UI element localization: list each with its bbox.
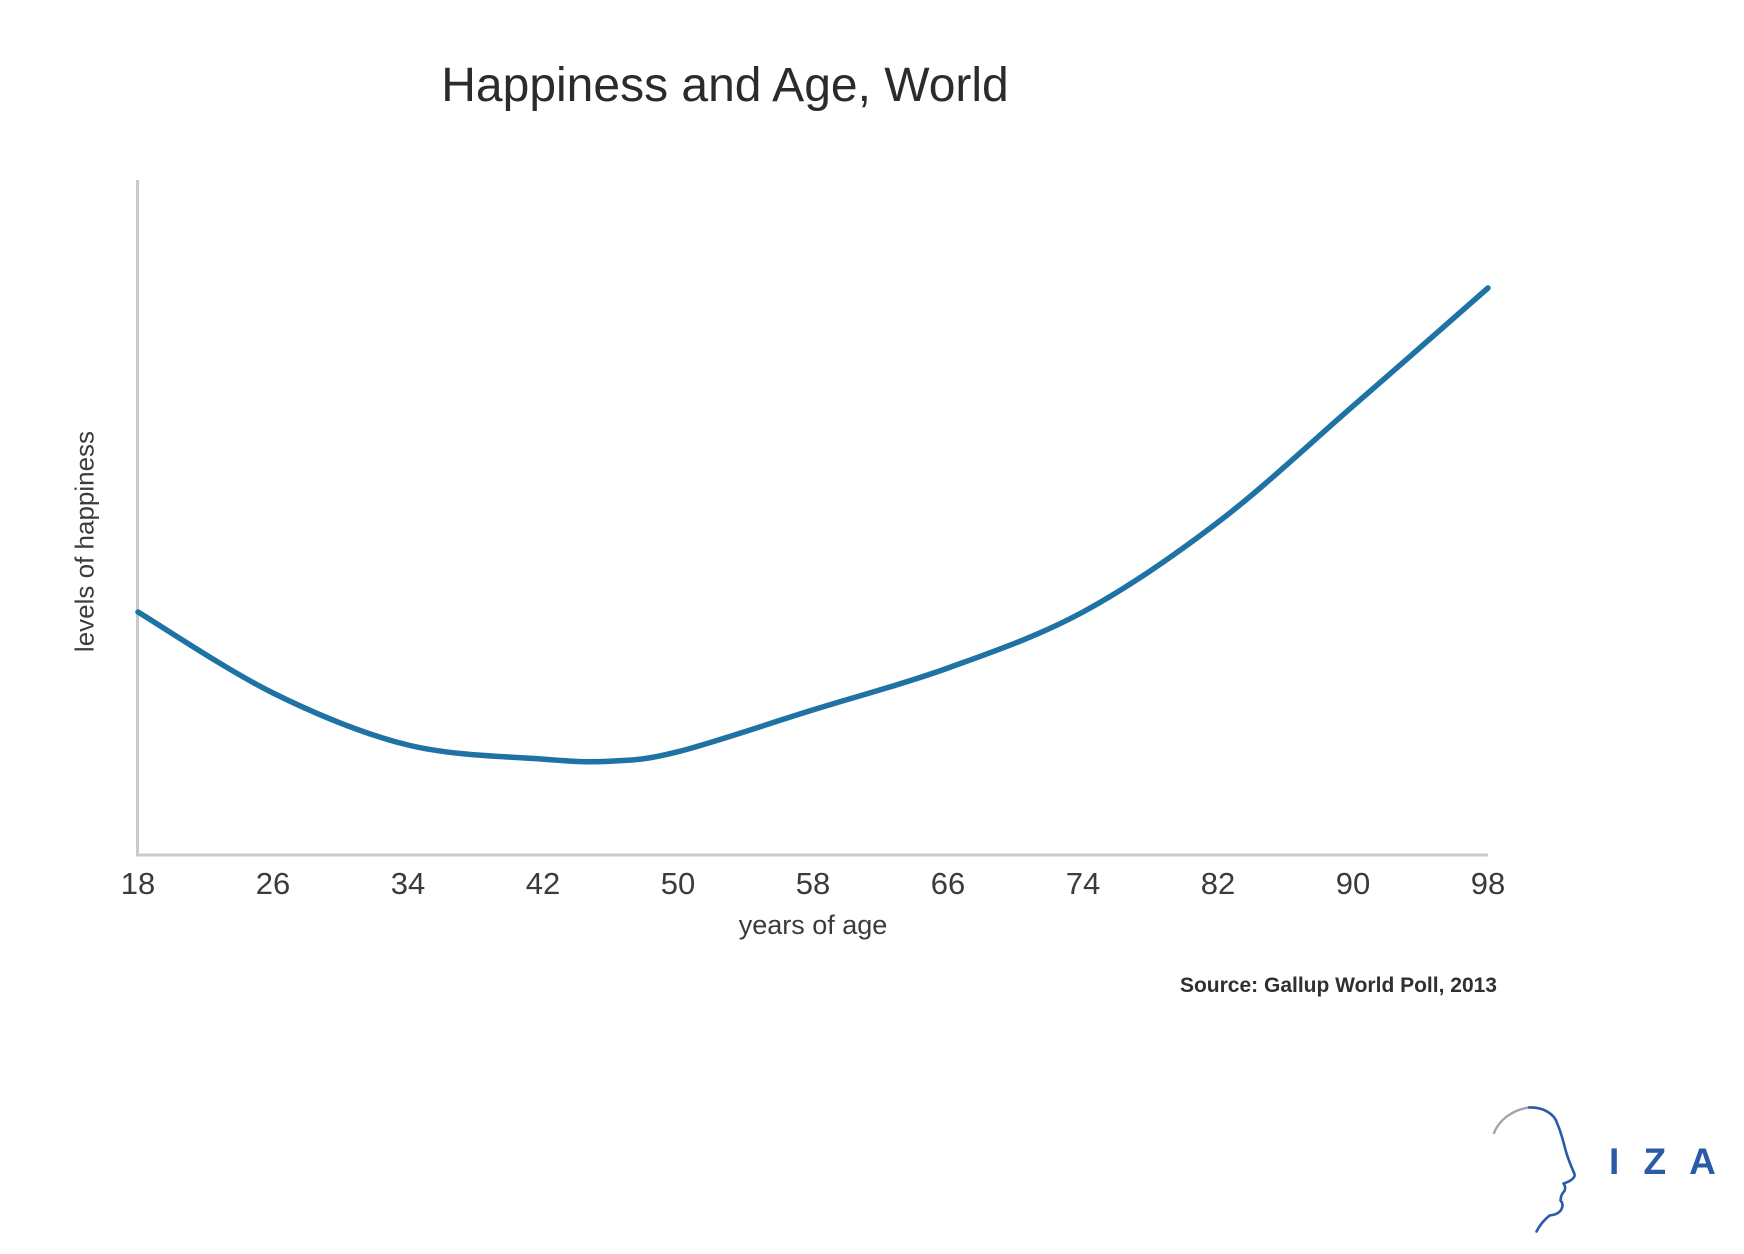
axes-lines — [136, 180, 1488, 857]
x-tick-label: 50 — [660, 866, 696, 901]
x-tick-label: 18 — [120, 866, 156, 901]
x-tick-label: 74 — [1065, 866, 1101, 901]
happiness-curve-line — [135, 285, 1491, 765]
iza-logo: I Z A — [1487, 1103, 1737, 1243]
x-tick-label: 26 — [255, 866, 291, 901]
source-note: Source: Gallup World Poll, 2013 — [1179, 974, 1497, 997]
x-tick-label: 66 — [930, 866, 966, 901]
chart-title: Happiness and Age, World — [441, 59, 1009, 112]
x-tick-label: 42 — [525, 866, 561, 901]
x-tick-label: 90 — [1335, 866, 1371, 901]
x-tick-label: 58 — [795, 866, 831, 901]
x-axis-label: years of age — [738, 910, 888, 940]
human-head-profile-icon — [1492, 1106, 1576, 1233]
x-tick-label: 82 — [1200, 866, 1236, 901]
x-tick-label: 98 — [1470, 866, 1506, 901]
y-axis-label: levels of happiness — [69, 430, 100, 653]
iza-logo-text: I Z A — [1609, 1141, 1723, 1182]
x-tick-label: 34 — [390, 866, 426, 901]
